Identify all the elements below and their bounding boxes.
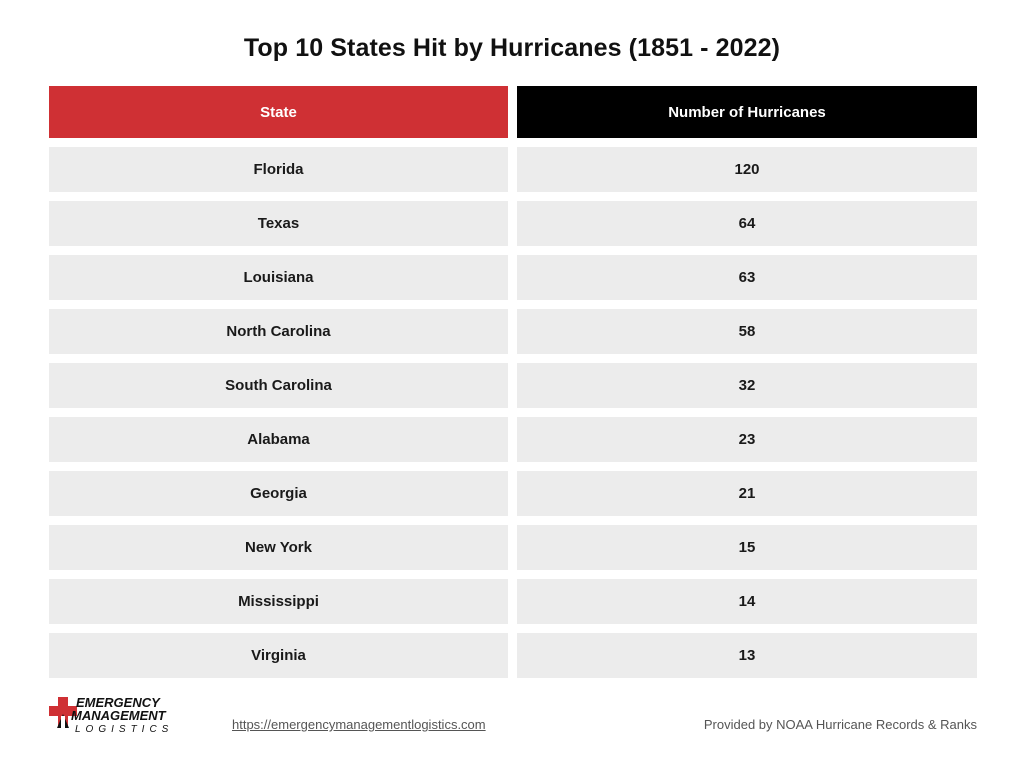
table-body: Florida 120 Texas 64 Louisiana 63 North Caroli… (49, 147, 977, 678)
table-row: Texas 64 (49, 201, 977, 246)
table-row: Mississippi 14 (49, 579, 977, 624)
table-row: Florida 120 (49, 147, 977, 192)
table-header-row: State Number of Hurricanes (49, 86, 977, 138)
footer: EMERGENCY MANAGEMENT LOGISTICS https://e… (0, 690, 1024, 750)
website-link[interactable]: https://emergencymanagementlogistics.com (232, 717, 486, 732)
state-cell: Virginia (49, 633, 508, 678)
state-cell: Georgia (49, 471, 508, 516)
table-row: South Carolina 32 (49, 363, 977, 408)
hurricane-count-cell: 32 (517, 363, 977, 408)
hurricane-count-cell: 15 (517, 525, 977, 570)
state-cell: Louisiana (49, 255, 508, 300)
hurricane-count-cell: 58 (517, 309, 977, 354)
table-row: Alabama 23 (49, 417, 977, 462)
hurricane-table: State Number of Hurricanes Florida 120 Tex… (49, 86, 977, 687)
logo-line2: MANAGEMENT (71, 708, 167, 723)
table-row: Louisiana 63 (49, 255, 977, 300)
hurricane-count-cell: 120 (517, 147, 977, 192)
state-cell: North Carolina (49, 309, 508, 354)
state-cell: Alabama (49, 417, 508, 462)
hurricane-count-cell: 63 (517, 255, 977, 300)
hurricane-count-cell: 64 (517, 201, 977, 246)
hurricane-count-cell: 21 (517, 471, 977, 516)
header-number-of-hurricanes: Number of Hurricanes (517, 86, 977, 138)
source-credit: Provided by NOAA Hurricane Records & Ran… (703, 717, 977, 732)
logo: EMERGENCY MANAGEMENT LOGISTICS (49, 695, 173, 735)
header-state: State (49, 86, 508, 138)
logo-line1: EMERGENCY (76, 695, 161, 710)
table-row: North Carolina 58 (49, 309, 977, 354)
logo-line3: LOGISTICS (75, 724, 173, 735)
state-cell: Florida (49, 147, 508, 192)
table-row: Georgia 21 (49, 471, 977, 516)
chart-title: Top 10 States Hit by Hurricanes (1851 - … (243, 34, 781, 62)
table-row: Virginia 13 (49, 633, 977, 678)
state-cell: New York (49, 525, 508, 570)
hurricane-count-cell: 23 (517, 417, 977, 462)
hurricane-count-cell: 13 (517, 633, 977, 678)
state-cell: Mississippi (49, 579, 508, 624)
state-cell: South Carolina (49, 363, 508, 408)
table-row: New York 15 (49, 525, 977, 570)
red-cross-icon (49, 697, 77, 728)
hurricane-count-cell: 14 (517, 579, 977, 624)
state-cell: Texas (49, 201, 508, 246)
